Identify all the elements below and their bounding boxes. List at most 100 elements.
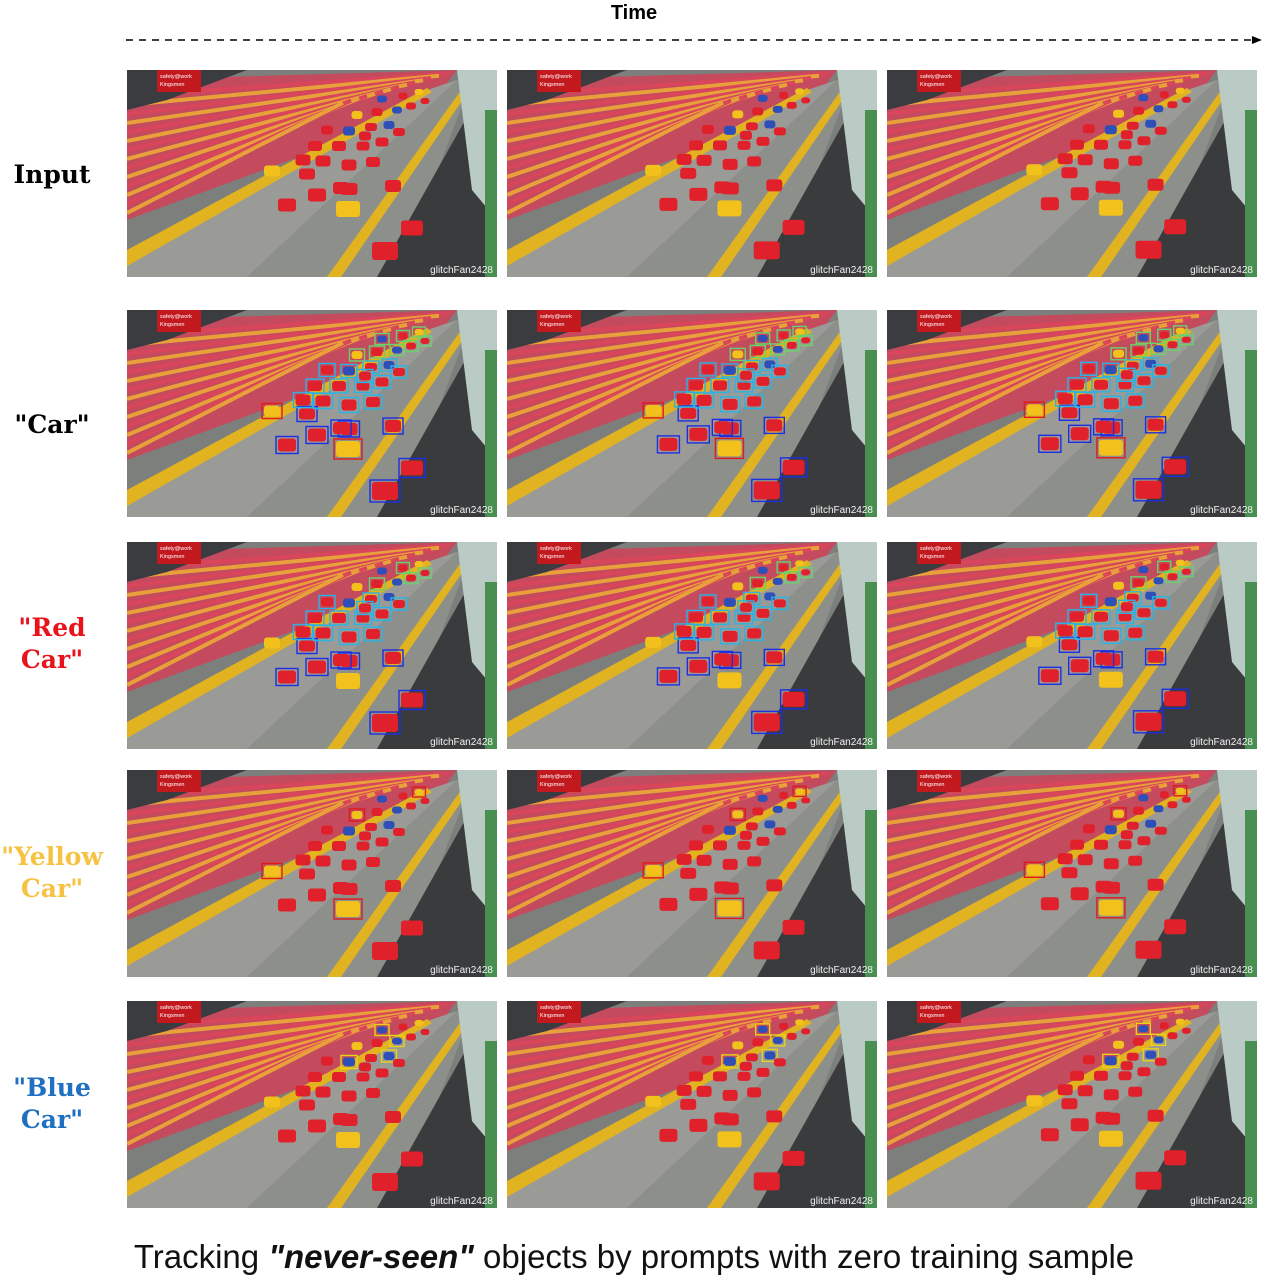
tracking-box <box>1096 437 1126 459</box>
car <box>341 859 357 871</box>
car <box>1133 1037 1145 1046</box>
car <box>779 91 789 99</box>
tracking-box <box>1068 424 1092 444</box>
car <box>782 691 805 707</box>
car <box>401 920 423 936</box>
video-frame: safety@work Kingsmen glitchFan2428 <box>127 770 497 977</box>
car <box>299 640 315 652</box>
tracking-box <box>330 419 352 437</box>
car <box>420 1029 430 1035</box>
car <box>351 811 363 819</box>
car <box>332 1072 346 1082</box>
car <box>1103 630 1119 642</box>
tracking-box <box>686 657 711 676</box>
tracking-box <box>1067 609 1087 625</box>
tracking-box <box>318 594 336 610</box>
car <box>1082 596 1095 606</box>
car <box>392 578 402 586</box>
car <box>375 137 389 147</box>
tracking-box <box>737 368 755 383</box>
car <box>278 898 296 912</box>
tracking-box <box>1173 785 1188 797</box>
tracking-box <box>711 418 734 437</box>
row-label-line: "Blue <box>13 1073 91 1102</box>
car <box>772 805 783 813</box>
car <box>753 941 780 960</box>
car <box>1040 437 1059 451</box>
car <box>645 1095 662 1107</box>
tracking-box <box>338 396 360 414</box>
tracking-box <box>719 396 741 413</box>
row-label-4: "Blue Car" <box>0 1072 104 1136</box>
video-frame: safety@work Kingsmen glitchFan2428 <box>887 310 1257 517</box>
car <box>747 396 762 407</box>
car <box>773 1058 786 1067</box>
car <box>1057 853 1073 865</box>
car <box>366 397 380 407</box>
car <box>732 582 744 591</box>
car <box>1077 154 1093 166</box>
car <box>795 88 805 95</box>
svg-text:Kingsmen: Kingsmen <box>920 1013 944 1019</box>
car <box>1137 1067 1151 1077</box>
car <box>1120 830 1133 840</box>
car <box>359 131 371 141</box>
tracking-box <box>305 425 329 445</box>
car <box>722 1089 738 1101</box>
car <box>757 794 768 802</box>
car <box>406 1033 416 1041</box>
car <box>766 179 783 192</box>
car <box>332 381 346 391</box>
tracking-box <box>714 897 745 920</box>
car <box>766 879 783 892</box>
tracking-box <box>305 657 329 677</box>
tracking-box <box>338 628 360 646</box>
tracking-box <box>1110 807 1127 821</box>
car <box>1098 671 1123 688</box>
car <box>737 612 751 622</box>
tracking-box <box>329 378 349 394</box>
car <box>779 1022 789 1030</box>
tracking-box <box>417 567 433 579</box>
car <box>645 636 662 648</box>
car <box>645 404 662 416</box>
car <box>680 1098 697 1110</box>
tracking-box <box>411 786 427 798</box>
tracking-box <box>369 479 401 503</box>
tracking-box <box>395 561 411 575</box>
car <box>795 788 805 795</box>
car <box>1094 611 1109 622</box>
car <box>351 1042 363 1050</box>
car <box>747 156 762 167</box>
car <box>321 365 333 375</box>
car <box>299 168 315 180</box>
car <box>332 841 346 851</box>
banner: safety@work Kingsmen <box>917 770 961 792</box>
car <box>714 181 731 194</box>
car <box>1145 819 1157 828</box>
car <box>1077 394 1093 406</box>
car <box>414 1020 424 1026</box>
tracking-box <box>1091 377 1111 393</box>
banner: safety@work Kingsmen <box>917 542 961 564</box>
car <box>1118 380 1132 390</box>
car <box>385 420 401 432</box>
car <box>351 111 363 119</box>
car <box>713 840 728 851</box>
svg-text:safety@work: safety@work <box>540 314 572 320</box>
svg-text:Kingsmen: Kingsmen <box>920 82 944 88</box>
watermark: glitchFan2428 <box>430 737 493 748</box>
car <box>366 857 380 867</box>
car <box>772 577 783 585</box>
tracking-box <box>363 626 383 642</box>
tracking-box <box>721 1054 739 1069</box>
car <box>1133 806 1145 815</box>
car <box>308 888 326 902</box>
car <box>1154 598 1167 607</box>
tracking-box <box>656 435 681 454</box>
car <box>753 241 780 260</box>
watermark: glitchFan2428 <box>810 505 873 516</box>
car <box>801 97 811 104</box>
car <box>782 459 805 475</box>
video-frame: safety@work Kingsmen glitchFan2428 <box>507 770 877 977</box>
